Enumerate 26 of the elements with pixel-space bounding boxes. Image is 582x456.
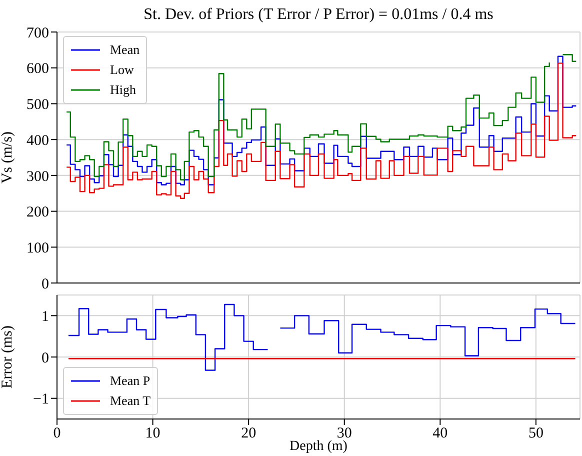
legend-label: Mean [110,42,140,58]
y-tick-label: 200 [26,204,49,221]
x-tick-label: 0 [53,426,61,442]
y-tick-label: 0 [42,350,49,366]
legend-label: Mean T [110,393,151,409]
legend-label: High [110,82,136,98]
x-tick-label: 20 [241,426,256,442]
y-axis-title: Vs (m/s) [0,131,16,184]
y-tick-label: 100 [26,240,49,256]
y-tick-label: 400 [26,132,49,149]
y-axis-title: Error (ms) [0,326,16,388]
x-tick-label: 10 [145,426,160,442]
y-tick-label: −1 [33,392,49,408]
y-tick-label: 300 [26,168,49,185]
y-tick-label: 500 [26,97,49,114]
y-tick-label: 600 [26,61,49,78]
x-tick-label: 30 [336,426,352,442]
y-tick-label: 1 [42,308,49,325]
x-tick-label: 50 [528,426,544,442]
x-tick-label: 40 [432,426,448,442]
x-axis-title: Depth (m) [290,439,348,454]
y-tick-label: 0 [42,276,49,292]
legend-label: Low [110,62,134,78]
legend-label: Mean P [110,373,150,389]
y-tick-label: 700 [26,25,49,42]
chart-title: St. Dev. of Priors (T Error / P Error) = 0.01ms / 0.4 ms [142,6,494,24]
